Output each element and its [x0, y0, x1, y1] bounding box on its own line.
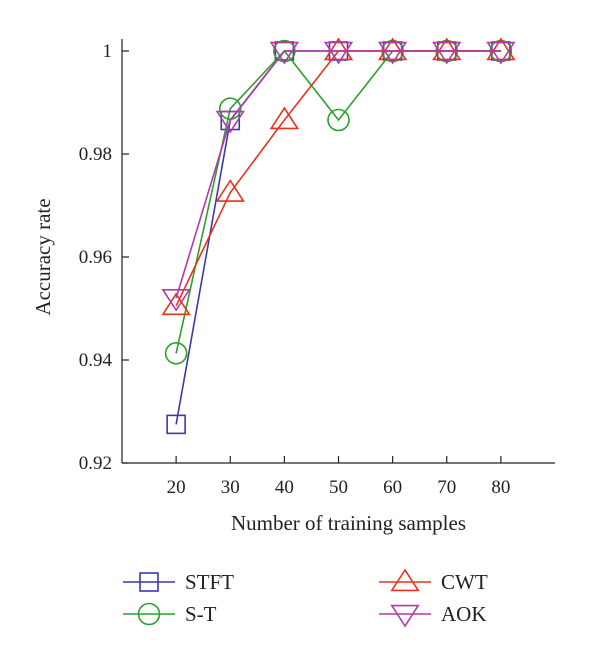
y-tick-label: 0.98	[79, 144, 112, 165]
plot-series	[161, 37, 516, 435]
legend-marker	[390, 604, 420, 628]
series-s-t	[164, 39, 513, 365]
x-axis-title: Number of training samples	[231, 511, 466, 535]
y-tick-label: 0.96	[79, 247, 112, 268]
data-point	[377, 41, 408, 65]
y-axis-title: Accuracy rate	[31, 198, 55, 315]
x-tick-label: 80	[491, 477, 510, 498]
series-line	[175, 50, 501, 299]
data-point	[327, 108, 350, 132]
data-point	[432, 41, 462, 65]
legend-label: STFT	[185, 570, 234, 594]
legend: STFT S-T CWT AOK	[123, 568, 488, 628]
series-stft	[166, 41, 511, 435]
data-point	[486, 37, 516, 61]
axes	[121, 39, 555, 464]
data-point	[215, 179, 245, 202]
legend-label: AOK	[441, 602, 487, 626]
data-point	[377, 37, 408, 61]
data-point	[215, 110, 245, 134]
legend-item: S-T	[123, 602, 217, 626]
series-line	[175, 50, 501, 307]
data-point	[164, 342, 188, 365]
data-point	[432, 37, 462, 61]
y-ticks: 0.92 0.94 0.96 0.98 1	[79, 41, 129, 474]
legend-label: S-T	[185, 602, 217, 626]
x-tick-label: 50	[329, 477, 348, 498]
data-point	[161, 288, 191, 312]
data-point	[486, 41, 516, 65]
legend-marker	[390, 568, 420, 592]
series-line	[175, 50, 501, 425]
data-point	[166, 414, 186, 435]
x-tick-label: 70	[437, 477, 456, 498]
legend-marker	[139, 572, 159, 592]
x-tick-label: 60	[383, 477, 402, 498]
x-tick-label: 40	[275, 477, 294, 498]
data-point	[323, 41, 354, 65]
x-tick-label: 20	[167, 477, 186, 498]
y-tick-label: 0.94	[79, 350, 113, 371]
legend-marker	[137, 602, 161, 626]
data-point	[269, 41, 300, 65]
legend-label: CWT	[441, 570, 488, 594]
legend-item: CWT	[379, 568, 488, 594]
legend-item: AOK	[379, 602, 487, 628]
legend-item: STFT	[123, 570, 234, 594]
x-tick-label: 30	[221, 477, 240, 498]
x-ticks: 20 30 40 50 60 70 80	[167, 456, 510, 498]
y-tick-label: 1	[103, 41, 113, 62]
y-tick-label: 0.92	[79, 453, 112, 474]
data-point	[161, 292, 191, 316]
series-aok	[161, 41, 516, 312]
data-point	[269, 106, 300, 130]
data-point	[323, 37, 354, 61]
